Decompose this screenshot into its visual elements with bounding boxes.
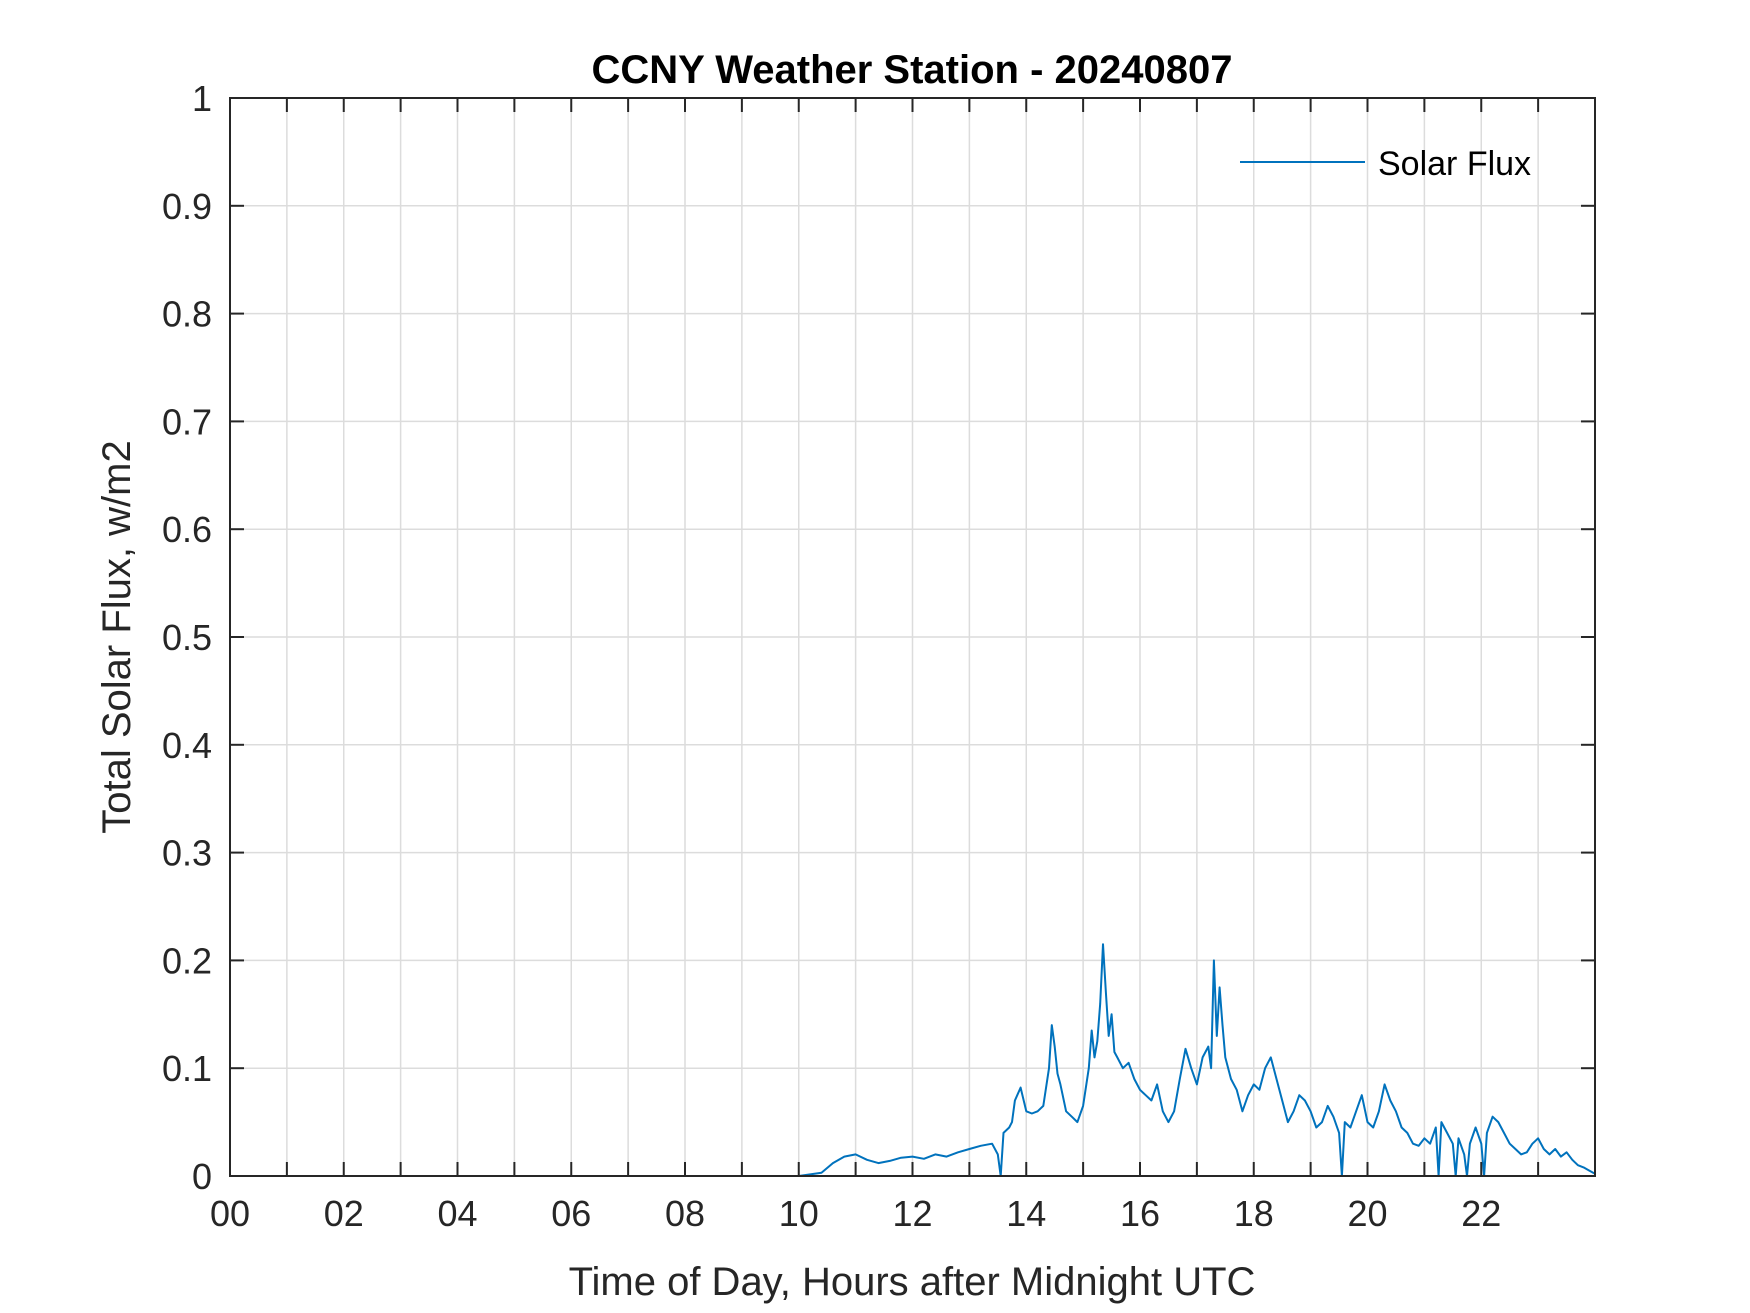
x-tick-label: 04	[437, 1193, 477, 1234]
plot-frame	[229, 97, 1596, 1177]
x-tick-label: 12	[892, 1193, 932, 1234]
y-axis-label: Total Solar Flux, w/m2	[95, 440, 139, 833]
y-tick-label: 0.5	[162, 617, 212, 658]
grid	[230, 98, 1595, 1176]
y-tick-label: 0.7	[162, 401, 212, 442]
x-tick-label: 14	[1006, 1193, 1046, 1234]
legend-label-solar-flux: Solar Flux	[1378, 145, 1531, 183]
x-tick-label: 10	[779, 1193, 819, 1234]
x-tick-label: 18	[1234, 1193, 1274, 1234]
y-tick-label: 0	[192, 1156, 212, 1197]
x-tick-label: 22	[1461, 1193, 1501, 1234]
y-tick-label: 0.4	[162, 725, 212, 766]
y-tick-label: 0.6	[162, 509, 212, 550]
y-tick-label: 0.9	[162, 186, 212, 227]
x-axis-label: Time of Day, Hours after Midnight UTC	[569, 1260, 1256, 1304]
series-line-solar-flux	[230, 943, 1596, 1177]
x-tick-label: 16	[1120, 1193, 1160, 1234]
y-tick-label: 1	[192, 78, 212, 119]
x-tick-label: 08	[665, 1193, 705, 1234]
chart-title: CCNY Weather Station - 20240807	[592, 48, 1233, 92]
x-tick-label: 00	[210, 1193, 250, 1234]
x-tick-label: 20	[1347, 1193, 1387, 1234]
y-tick-label: 0.3	[162, 833, 212, 874]
y-tick-label: 0.2	[162, 940, 212, 981]
series-layer	[230, 943, 1596, 1177]
x-tick-label: 06	[551, 1193, 591, 1234]
y-tick-label: 0.1	[162, 1048, 212, 1089]
axis-ticks: 00 02 04 06 08 10 12 14 16 18 20 22 0 0.1 0.2 0.3 0.4 0.5…	[162, 78, 1596, 1234]
legend: Solar Flux	[1240, 145, 1531, 183]
y-tick-label: 0.8	[162, 294, 212, 335]
x-tick-label: 02	[324, 1193, 364, 1234]
